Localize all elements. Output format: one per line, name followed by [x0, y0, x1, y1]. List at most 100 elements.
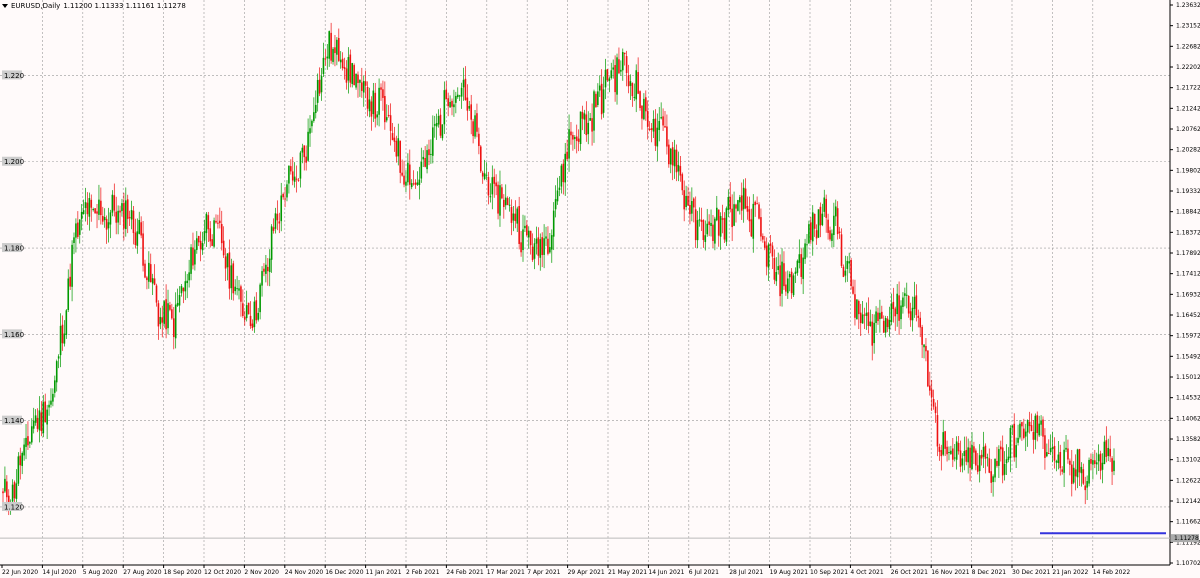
- candle-body: [589, 117, 591, 121]
- date-label: 16 Dec 2020: [325, 569, 364, 576]
- price-axis[interactable]: 1.23632 1.23152 1.22682 1.22202 1.21722 1.212…: [1170, 2, 1200, 567]
- candle-body: [445, 89, 448, 100]
- candle-body: [639, 91, 641, 109]
- candle-body: [493, 176, 496, 184]
- candle-body: [549, 247, 551, 253]
- candle-body: [337, 37, 340, 61]
- candle-body: [719, 216, 722, 237]
- candle-body: [750, 219, 753, 237]
- candle-body: [512, 213, 515, 221]
- candle-body: [884, 318, 887, 333]
- candle-body: [978, 455, 981, 472]
- candle-body: [142, 233, 144, 266]
- candle-body: [539, 239, 542, 258]
- candle-body: [902, 297, 904, 307]
- candle-body: [90, 199, 93, 208]
- candle-body: [717, 209, 720, 236]
- candle-body: [723, 217, 726, 240]
- candle-body: [30, 426, 33, 443]
- candle-body: [704, 235, 707, 242]
- candle-body: [552, 210, 555, 237]
- candle-body: [890, 303, 893, 323]
- candle-body: [282, 193, 284, 198]
- candle-body: [107, 222, 110, 229]
- candle-body: [806, 244, 808, 246]
- candle-body: [537, 237, 540, 256]
- candle-body: [1111, 458, 1113, 472]
- candle-body: [96, 211, 98, 214]
- level-tag: [2, 243, 22, 253]
- candle-body: [973, 446, 975, 453]
- candle-body: [458, 95, 461, 97]
- candle-body: [827, 219, 829, 233]
- candle-body: [907, 296, 910, 314]
- candle-body: [666, 126, 668, 147]
- candle-body: [174, 304, 177, 339]
- candle-body: [1067, 448, 1069, 460]
- candle-body: [946, 446, 948, 455]
- candle-body: [343, 67, 346, 70]
- date-label: 12 Oct 2020: [204, 569, 241, 576]
- date-label: 8 Dec 2021: [972, 569, 1007, 576]
- candle-body: [11, 484, 14, 502]
- candle-body: [7, 495, 10, 506]
- candle-body: [314, 104, 317, 114]
- candle-body: [54, 380, 56, 393]
- candle-body: [877, 312, 879, 322]
- candle-body: [1036, 415, 1039, 434]
- candle-body: [930, 389, 933, 398]
- candle-body: [940, 450, 943, 457]
- candle-body: [349, 54, 352, 83]
- candle-body: [61, 324, 64, 344]
- chevron-down-icon[interactable]: [2, 4, 8, 8]
- candle-body: [952, 448, 954, 460]
- candle-body: [418, 179, 421, 186]
- candle-body: [165, 299, 167, 330]
- candle-body: [660, 117, 662, 119]
- candle-body: [483, 173, 486, 180]
- candle-body: [462, 79, 465, 88]
- candle-body: [779, 265, 781, 297]
- candle-body: [1057, 454, 1060, 464]
- candle-body: [326, 56, 329, 59]
- candle-body: [192, 247, 194, 266]
- candle-body: [547, 238, 549, 254]
- candle-body: [867, 312, 870, 326]
- price-label: 1.15492: [1176, 353, 1200, 360]
- candle-body: [616, 57, 618, 95]
- candle-body: [658, 120, 661, 131]
- candle-body: [272, 227, 275, 231]
- candle-body: [948, 452, 950, 454]
- candle-body: [290, 166, 292, 172]
- candle-body: [541, 237, 543, 256]
- candle-body: [861, 314, 864, 324]
- date-axis[interactable]: 22 Jun 2020 14 Jul 2020 5 Aug 2020 27 Aug 2…: [1, 565, 1130, 576]
- candle-body: [44, 401, 47, 423]
- candle-body: [621, 52, 624, 71]
- candle-body: [391, 133, 394, 141]
- candle-body: [397, 138, 400, 157]
- candle-body: [497, 184, 499, 214]
- candle-body: [600, 83, 603, 115]
- candle-body: [652, 118, 655, 132]
- candle-body: [318, 79, 321, 94]
- candle-body: [788, 273, 791, 278]
- current-price-tag: 1.11278: [1171, 534, 1199, 543]
- candle-body: [529, 230, 532, 246]
- candle-body: [167, 303, 169, 329]
- candle-body: [46, 409, 48, 425]
- price-label: 1.13102: [1176, 457, 1200, 464]
- candle-body: [1047, 452, 1050, 454]
- date-label: 7 Apr 2021: [527, 569, 560, 576]
- candle-body: [1065, 447, 1067, 450]
- candle-body: [88, 198, 91, 217]
- candle-body: [854, 294, 856, 318]
- candle-body: [560, 165, 563, 187]
- candle-body: [585, 114, 588, 136]
- candle-body: [32, 420, 35, 429]
- candle-body: [675, 149, 678, 173]
- candle-body: [556, 190, 559, 202]
- candle-body: [1090, 459, 1092, 464]
